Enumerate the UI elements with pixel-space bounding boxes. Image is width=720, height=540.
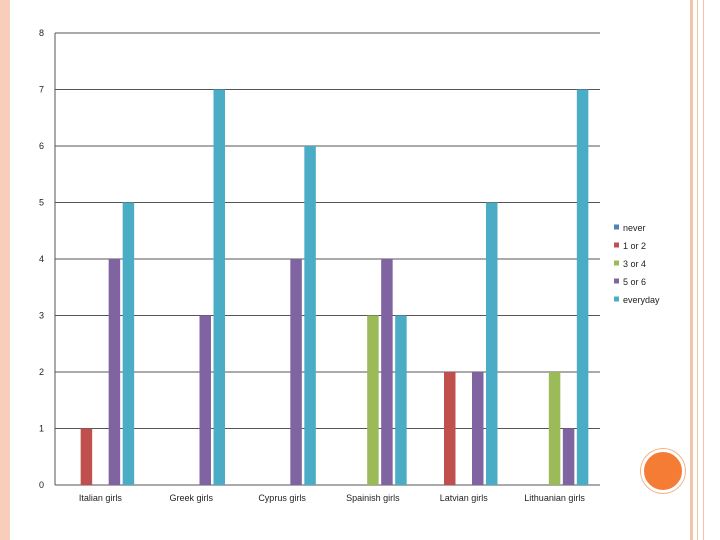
y-tick-label: 2 [39,367,44,377]
slide-left-border [0,0,10,540]
y-axis-ticks: 0 1 2 3 4 5 6 7 8 [39,28,44,490]
legend-label: 3 or 4 [623,259,646,269]
legend-swatch [614,296,619,302]
bar-1-or-2-4 [444,372,456,485]
x-category-label: Cyprus girls [258,493,306,503]
y-tick-label: 7 [39,85,44,95]
bars [80,89,589,485]
bar-everyday-3 [395,315,407,485]
bar-5-or-6-2 [290,259,302,485]
bar-1-or-2-0 [80,428,93,485]
y-tick-label: 3 [39,311,44,321]
bar-3-or-4-5 [548,372,561,485]
legend-swatch [614,260,619,266]
y-tick-label: 0 [39,480,44,490]
x-axis-labels: Italian girls Greek girls Cyprus girls Spai… [79,493,585,503]
bar-5-or-6-0 [108,259,121,485]
x-category-label: Spainish girls [346,493,400,503]
legend-label: everyday [623,295,660,305]
y-tick-label: 6 [39,141,44,151]
legend-swatch [614,224,619,230]
legend-swatch [614,278,619,284]
slide-right-border [690,0,720,540]
gridlines [54,32,600,486]
x-category-label: Latvian girls [440,493,489,503]
bar-everyday-4 [486,202,498,485]
legend-label: 5 or 6 [623,277,646,287]
bar-everyday-0 [122,202,135,485]
bar-everyday-2 [304,146,316,485]
y-tick-label: 5 [39,198,44,208]
y-tick-label: 4 [39,254,44,264]
x-category-label: Lithuanian girls [524,493,585,503]
bar-5-or-6-3 [381,259,393,485]
bar-3-or-4-3 [367,315,379,485]
bar-5-or-6-4 [472,372,484,485]
legend-label: never [623,223,646,233]
bar-5-or-6-5 [562,428,575,485]
orange-circle-decoration [641,449,685,493]
legend: never 1 or 2 3 or 4 5 or 6 everyday [614,223,660,305]
legend-label: 1 or 2 [623,241,646,251]
y-tick-label: 8 [39,28,44,38]
bar-5-or-6-1 [199,315,211,485]
legend-swatch [614,242,619,248]
x-category-label: Greek girls [169,493,213,503]
bar-everyday-5 [576,89,589,485]
bar-everyday-1 [213,89,225,485]
x-category-label: Italian girls [79,493,123,503]
y-tick-label: 1 [39,424,44,434]
